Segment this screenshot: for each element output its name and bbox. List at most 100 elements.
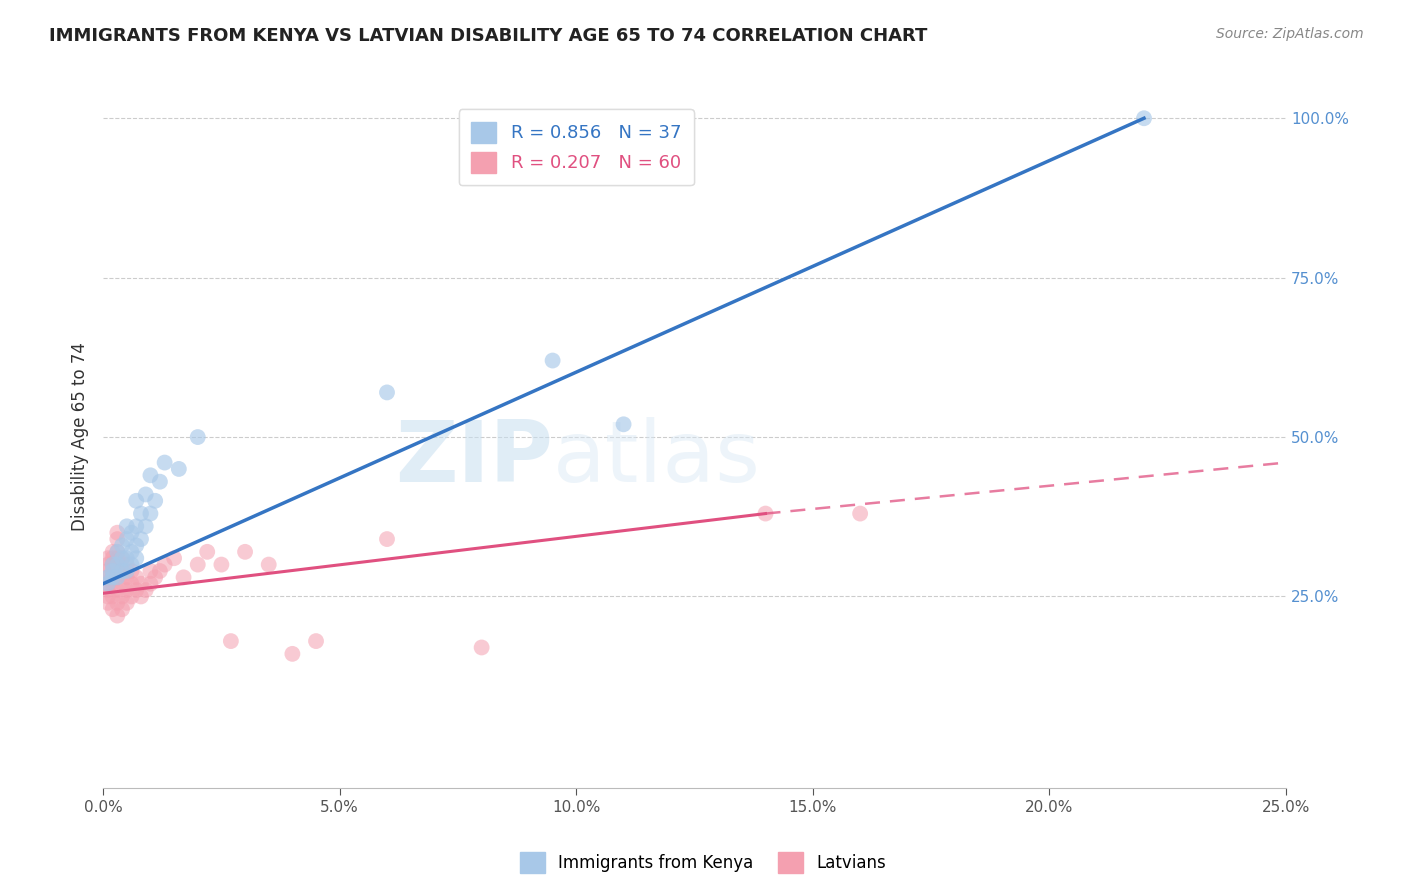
Text: ZIP: ZIP (395, 417, 553, 500)
Point (115, 558, 138, 572)
Point (115, 532, 138, 546)
Point (115, 596, 138, 610)
Point (101, 570, 124, 584)
Point (101, 558, 124, 572)
Point (173, 570, 195, 584)
Point (121, 576, 143, 591)
Y-axis label: Disability Age 65 to 74: Disability Age 65 to 74 (72, 343, 89, 532)
Point (105, 545, 128, 559)
Point (167, 462, 190, 476)
Point (125, 538, 148, 552)
Point (541, 353, 564, 368)
Point (129, 532, 152, 546)
Point (111, 590, 134, 604)
Point (105, 570, 128, 584)
Point (121, 564, 143, 578)
Point (754, 507, 776, 521)
Point (111, 602, 134, 616)
Point (219, 634, 242, 648)
Point (471, 640, 494, 655)
Point (97, 564, 120, 578)
Point (121, 545, 143, 559)
Point (97, 558, 120, 572)
Point (849, 507, 872, 521)
Point (111, 551, 134, 566)
Point (111, 564, 134, 578)
Point (105, 596, 128, 610)
Text: atlas: atlas (553, 417, 761, 500)
Point (97, 596, 120, 610)
Point (209, 558, 232, 572)
Point (233, 545, 256, 559)
Point (257, 558, 280, 572)
Text: IMMIGRANTS FROM KENYA VS LATVIAN DISABILITY AGE 65 TO 74 CORRELATION CHART: IMMIGRANTS FROM KENYA VS LATVIAN DISABIL… (49, 27, 928, 45)
Point (115, 583, 138, 598)
Point (281, 647, 304, 661)
Point (97, 570, 120, 584)
Point (101, 570, 124, 584)
Point (125, 551, 148, 566)
Point (153, 456, 176, 470)
Point (101, 564, 124, 578)
Point (105, 532, 128, 546)
Point (101, 590, 124, 604)
Point (187, 430, 209, 444)
Point (129, 576, 152, 591)
Point (105, 608, 128, 623)
Point (125, 583, 148, 598)
Point (115, 519, 138, 533)
Point (143, 493, 166, 508)
Point (105, 564, 128, 578)
Point (115, 570, 138, 584)
Point (135, 519, 157, 533)
Point (613, 417, 636, 432)
Point (111, 538, 134, 552)
Point (163, 551, 186, 566)
Point (101, 558, 124, 572)
Point (125, 570, 148, 584)
Point (149, 564, 172, 578)
Point (129, 590, 152, 604)
Point (101, 602, 124, 616)
Point (143, 570, 166, 584)
Point (139, 576, 162, 591)
Point (135, 583, 157, 598)
Point (139, 468, 162, 483)
Point (97, 570, 120, 584)
Point (375, 385, 398, 400)
Point (187, 558, 209, 572)
Point (111, 576, 134, 591)
Point (135, 487, 157, 501)
Point (101, 545, 124, 559)
Point (125, 519, 148, 533)
Point (139, 507, 162, 521)
Point (305, 634, 328, 648)
Point (97, 576, 120, 591)
Point (105, 570, 128, 584)
Point (195, 545, 218, 559)
Point (115, 564, 138, 578)
Point (149, 475, 172, 489)
Point (97, 576, 120, 591)
Point (375, 532, 398, 546)
Point (115, 551, 138, 566)
Point (105, 583, 128, 598)
Point (97, 590, 120, 604)
Legend: Immigrants from Kenya, Latvians: Immigrants from Kenya, Latvians (513, 846, 893, 880)
Point (1133, 112, 1156, 126)
Point (97, 551, 120, 566)
Legend: R = 0.856   N = 37, R = 0.207   N = 60: R = 0.856 N = 37, R = 0.207 N = 60 (458, 110, 695, 186)
Point (105, 551, 128, 566)
Point (101, 551, 124, 566)
Point (105, 558, 128, 572)
Point (111, 564, 134, 578)
Point (111, 551, 134, 566)
Point (129, 507, 152, 521)
Point (121, 558, 143, 572)
Point (139, 564, 162, 578)
Point (101, 576, 124, 591)
Point (121, 590, 143, 604)
Point (121, 525, 143, 540)
Text: Source: ZipAtlas.com: Source: ZipAtlas.com (1216, 27, 1364, 41)
Point (125, 493, 148, 508)
